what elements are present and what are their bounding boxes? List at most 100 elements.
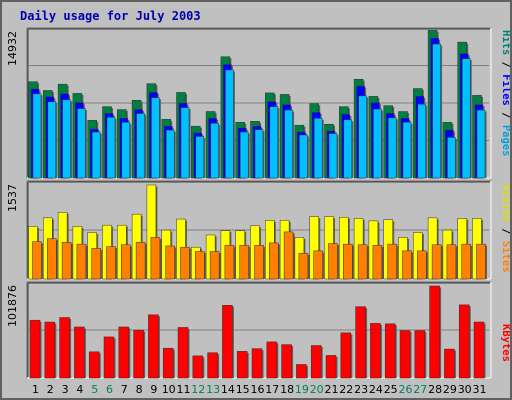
pages-bar-17 bbox=[269, 106, 279, 179]
pages-bar-20 bbox=[313, 118, 323, 179]
x-tick-label-11: 11 bbox=[177, 383, 191, 396]
sites-bar-27 bbox=[417, 250, 427, 280]
pages-bar-6 bbox=[106, 117, 116, 179]
x-tick-label-3: 3 bbox=[62, 383, 69, 396]
sites-bar-19 bbox=[298, 253, 309, 280]
kbytes-bar-24 bbox=[370, 323, 381, 379]
pages-bar-18 bbox=[284, 109, 293, 179]
sites-bar-29 bbox=[446, 244, 457, 280]
pages-bar-14 bbox=[225, 69, 234, 179]
legend-visits-sites: Visits / Sites bbox=[500, 184, 510, 273]
sites-bar-4 bbox=[76, 243, 87, 280]
legend-item-kbytes: KBytes bbox=[500, 324, 510, 362]
x-tick-label-14: 14 bbox=[221, 383, 235, 396]
kbytes-bar-15 bbox=[236, 351, 248, 379]
kbytes-bar-10 bbox=[162, 347, 174, 379]
pages-bar-13 bbox=[210, 122, 219, 179]
sites-bar-23 bbox=[357, 244, 368, 280]
x-tick-label-17: 17 bbox=[265, 383, 279, 396]
pages-bar-25 bbox=[387, 117, 397, 179]
x-tick-label-23: 23 bbox=[354, 383, 368, 396]
legend-item-hits: Hits bbox=[500, 30, 510, 55]
kbytes-bar-3 bbox=[59, 317, 70, 379]
kbytes-bar-28 bbox=[429, 285, 440, 379]
kbytes-bar-22 bbox=[340, 332, 352, 379]
kbytes-bar-5 bbox=[88, 351, 100, 379]
x-tick-label-20: 20 bbox=[310, 383, 324, 396]
x-tick-label-25: 25 bbox=[384, 383, 398, 396]
pages-bar-29 bbox=[447, 137, 456, 179]
sites-bar-12 bbox=[195, 251, 205, 280]
kbytes-bar-13 bbox=[207, 352, 218, 379]
kbytes-bar-14 bbox=[222, 305, 233, 379]
x-tick-label-22: 22 bbox=[339, 383, 353, 396]
sites-bar-31 bbox=[476, 243, 486, 280]
x-tick-label-16: 16 bbox=[251, 383, 265, 396]
sites-bar-26 bbox=[402, 250, 412, 280]
x-tick-label-7: 7 bbox=[121, 383, 128, 396]
kbytes-bar-21 bbox=[325, 355, 337, 379]
x-tick-label-5: 5 bbox=[91, 383, 98, 396]
kbytes-bar-31 bbox=[473, 321, 485, 379]
x-tick-label-6: 6 bbox=[106, 383, 113, 396]
sites-bar-22 bbox=[343, 243, 353, 280]
kbytes-bar-27 bbox=[414, 330, 426, 379]
pages-bar-21 bbox=[328, 133, 338, 179]
pages-bar-15 bbox=[239, 131, 249, 179]
pages-bar-1 bbox=[32, 93, 42, 179]
pages-bar-22 bbox=[343, 119, 353, 179]
pages-bar-11 bbox=[180, 107, 190, 179]
pages-bar-4 bbox=[77, 108, 86, 179]
pages-bar-28 bbox=[432, 43, 441, 179]
kbytes-bar-1 bbox=[29, 319, 41, 379]
sites-bar-17 bbox=[269, 242, 279, 280]
sites-bar-1 bbox=[32, 241, 42, 280]
sites-bar-2 bbox=[47, 238, 57, 280]
pages-bar-5 bbox=[91, 131, 101, 179]
legend-item-sites: Sites bbox=[500, 241, 510, 273]
sites-bar-21 bbox=[328, 243, 338, 280]
x-tick-label-8: 8 bbox=[136, 383, 143, 396]
sites-bar-25 bbox=[387, 243, 397, 280]
y-max-label-3: 101876 bbox=[6, 285, 19, 327]
pages-bar-3 bbox=[62, 99, 71, 179]
pages-bar-2 bbox=[47, 101, 57, 179]
x-tick-label-12: 12 bbox=[191, 383, 205, 396]
legend-separator: / bbox=[500, 106, 510, 125]
x-tick-label-18: 18 bbox=[280, 383, 294, 396]
sites-bar-20 bbox=[313, 250, 323, 280]
pages-bar-23 bbox=[358, 95, 367, 179]
kbytes-bar-18 bbox=[281, 344, 292, 379]
kbytes-bar-2 bbox=[44, 321, 56, 379]
sites-bar-9 bbox=[150, 237, 161, 280]
kbytes-bar-23 bbox=[355, 306, 366, 379]
x-tick-label-30: 30 bbox=[458, 383, 472, 396]
x-tick-label-31: 31 bbox=[473, 383, 487, 396]
x-tick-label-15: 15 bbox=[236, 383, 250, 396]
sites-bar-6 bbox=[106, 246, 116, 280]
x-tick-label-4: 4 bbox=[76, 383, 83, 396]
sites-bar-15 bbox=[239, 245, 249, 280]
legend-item-pages: Pages bbox=[500, 125, 510, 157]
kbytes-bar-4 bbox=[74, 326, 85, 379]
x-tick-label-26: 26 bbox=[399, 383, 413, 396]
pages-bar-16 bbox=[254, 129, 264, 179]
x-tick-label-27: 27 bbox=[413, 383, 427, 396]
legend-item-files: Files bbox=[500, 74, 510, 106]
y-max-label-2: 1537 bbox=[6, 184, 19, 212]
pages-bar-30 bbox=[461, 58, 471, 179]
kbytes-bar-16 bbox=[251, 348, 263, 379]
sites-bar-11 bbox=[180, 246, 190, 280]
x-tick-label-10: 10 bbox=[162, 383, 176, 396]
kbytes-bar-25 bbox=[384, 323, 396, 379]
x-tick-label-29: 29 bbox=[443, 383, 457, 396]
sites-bar-14 bbox=[224, 245, 235, 280]
sites-bar-8 bbox=[135, 242, 146, 280]
sites-bar-16 bbox=[254, 245, 264, 280]
kbytes-bar-12 bbox=[192, 355, 204, 379]
kbytes-bar-26 bbox=[399, 330, 411, 379]
pages-bar-9 bbox=[151, 97, 160, 179]
pages-bar-8 bbox=[136, 113, 145, 179]
